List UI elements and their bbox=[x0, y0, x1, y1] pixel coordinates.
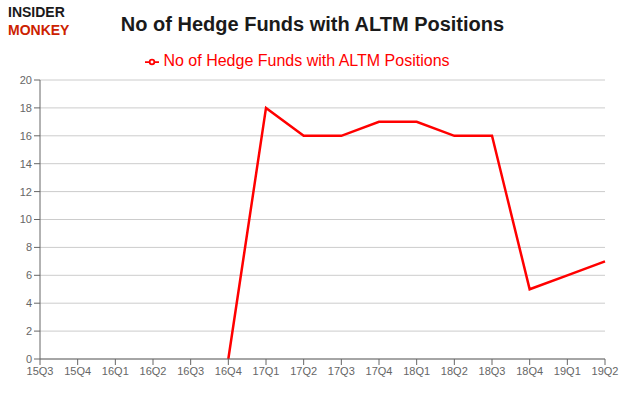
html-text:INSIDER: INSIDER bbox=[8, 4, 65, 20]
svg-text:15Q3: 15Q3 bbox=[27, 365, 54, 377]
html-text:MONKEY: MONKEY bbox=[8, 22, 70, 38]
svg-text:16Q3: 16Q3 bbox=[177, 365, 204, 377]
svg-text:6: 6 bbox=[26, 269, 32, 281]
svg-text:18Q2: 18Q2 bbox=[441, 365, 468, 377]
svg-text:20: 20 bbox=[20, 74, 32, 86]
svg-text:2: 2 bbox=[26, 325, 32, 337]
svg-text:18Q3: 18Q3 bbox=[479, 365, 506, 377]
svg-text:10: 10 bbox=[20, 213, 32, 225]
svg-text:4: 4 bbox=[26, 297, 32, 309]
html-text:No of Hedge Funds with ALTM Po: No of Hedge Funds with ALTM Positions bbox=[120, 13, 505, 35]
svg-text:19Q1: 19Q1 bbox=[554, 365, 581, 377]
svg-text:14: 14 bbox=[20, 158, 32, 170]
svg-text:16Q1: 16Q1 bbox=[102, 365, 129, 377]
html-text:No of Hedge Funds with ALTM Po: No of Hedge Funds with ALTM Positions bbox=[163, 52, 450, 69]
svg-text:18Q4: 18Q4 bbox=[516, 365, 543, 377]
svg-text:16Q4: 16Q4 bbox=[215, 365, 242, 377]
svg-text:12: 12 bbox=[20, 186, 32, 198]
svg-text:17Q4: 17Q4 bbox=[366, 365, 393, 377]
svg-text:17Q2: 17Q2 bbox=[290, 365, 317, 377]
svg-text:18: 18 bbox=[20, 102, 32, 114]
svg-text:16Q2: 16Q2 bbox=[140, 365, 167, 377]
svg-text:17Q3: 17Q3 bbox=[328, 365, 355, 377]
svg-text:15Q4: 15Q4 bbox=[64, 365, 91, 377]
svg-text:8: 8 bbox=[26, 241, 32, 253]
svg-text:18Q1: 18Q1 bbox=[403, 365, 430, 377]
svg-text:0: 0 bbox=[26, 353, 32, 365]
svg-text:19Q2: 19Q2 bbox=[592, 365, 617, 377]
svg-text:16: 16 bbox=[20, 130, 32, 142]
svg-text:17Q1: 17Q1 bbox=[253, 365, 280, 377]
